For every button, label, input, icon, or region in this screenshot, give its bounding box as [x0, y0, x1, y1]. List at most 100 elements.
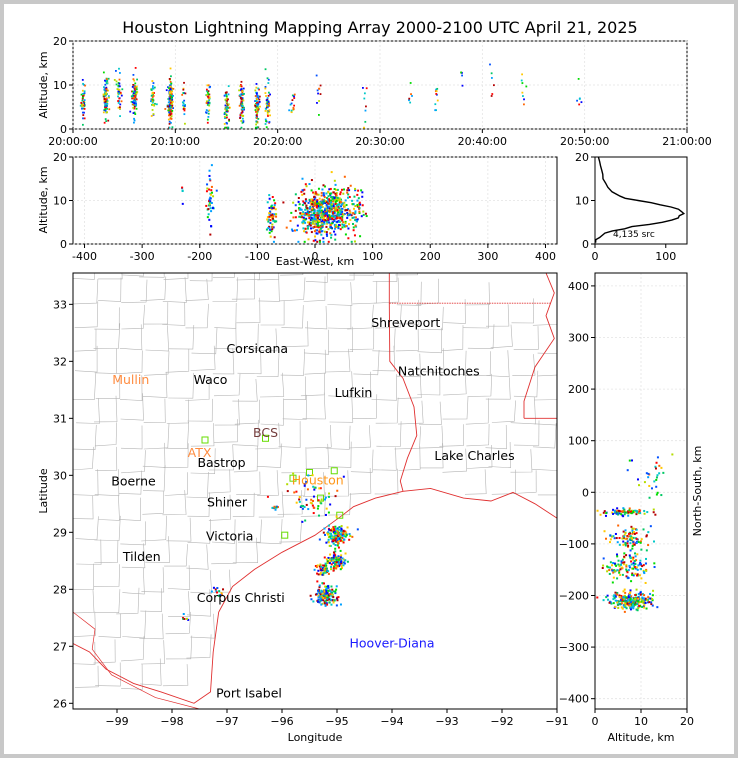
plan-view-source	[332, 601, 335, 604]
plan-view-source	[334, 535, 337, 538]
county-line	[211, 519, 236, 544]
county-line	[300, 372, 325, 397]
altitude-time-source	[133, 119, 136, 122]
northsouth-source	[640, 538, 643, 541]
altitude-time-source	[266, 106, 269, 109]
altitude-time-source	[207, 93, 210, 96]
county-line	[417, 327, 442, 354]
plan-view-source	[333, 529, 336, 532]
altitude-time-source	[183, 109, 186, 112]
eastwest-source	[360, 189, 363, 192]
eastwest-source	[340, 205, 343, 208]
northsouth-source	[671, 453, 674, 456]
eastwest-source	[304, 214, 307, 217]
mississippi-river-border	[523, 273, 555, 419]
eastwest-source	[321, 198, 324, 201]
plan-view-source	[331, 557, 334, 560]
eastwest-source	[291, 229, 294, 232]
county-line	[396, 299, 420, 325]
eastwest-source	[310, 210, 313, 213]
northsouth-source	[619, 598, 622, 601]
county-line	[122, 610, 147, 639]
eastwest-source	[313, 210, 316, 213]
northsouth-source	[629, 549, 632, 552]
altitude-time-source	[168, 99, 171, 102]
altitude-time-source	[134, 113, 137, 115]
altitude-time-source	[205, 109, 208, 111]
eastwest-source	[301, 203, 304, 206]
northsouth-source	[629, 599, 632, 602]
northsouth-source	[624, 531, 627, 534]
county-line	[167, 565, 191, 590]
northsouth-source	[620, 596, 623, 599]
eastwest-source	[318, 239, 321, 242]
eastwest-source	[317, 226, 320, 229]
altitude-time-source	[182, 102, 185, 105]
northsouth-source	[617, 606, 620, 609]
altitude-time-source	[130, 100, 133, 103]
northsouth-source	[621, 510, 624, 513]
eastwest-source	[324, 185, 327, 188]
northsouth-source	[656, 456, 659, 459]
eastwest-source	[352, 207, 355, 210]
county-line	[347, 371, 372, 399]
plan-view-source	[322, 531, 325, 534]
plan-view-source	[342, 564, 345, 567]
county-line	[119, 375, 143, 401]
county-line	[211, 539, 237, 565]
northsouth-source	[618, 565, 621, 568]
altitude-time-source	[169, 89, 172, 92]
northsouth-source	[622, 604, 625, 607]
northsouth-source	[632, 598, 635, 601]
altitude-time-source	[183, 105, 186, 108]
altitude-time-source	[169, 81, 172, 83]
altitude-time-source	[315, 74, 318, 77]
northsouth-source	[613, 594, 616, 597]
altitude-time-source	[206, 118, 209, 121]
eastwest-source	[282, 201, 285, 204]
altitude-time-source	[434, 109, 437, 112]
eastwest-source	[351, 203, 354, 206]
eastwest-source	[362, 213, 365, 216]
city-label-victoria: Victoria	[206, 528, 253, 543]
county-line	[257, 443, 283, 468]
altitude-time-source	[152, 103, 154, 106]
eastwest-source	[315, 229, 318, 232]
altitude-time-source	[521, 73, 523, 76]
city-label-corpus-christi: Corpus Christi	[197, 590, 285, 605]
eastwest-source	[325, 197, 328, 200]
eastwest-source	[205, 204, 208, 207]
altitude-time-source	[168, 120, 171, 123]
plan-view-source	[341, 533, 344, 536]
altitude-time-source	[290, 111, 293, 114]
eastwest-source	[356, 218, 359, 221]
altitude-time-source	[240, 102, 243, 105]
plan-view-source	[325, 541, 328, 544]
county-line	[121, 279, 148, 303]
northsouth-source	[637, 592, 640, 595]
northsouth-source	[613, 509, 616, 512]
northsouth-source	[628, 538, 631, 541]
county-line	[190, 448, 216, 475]
eastwest-source	[329, 226, 332, 229]
northsouth-source	[612, 571, 615, 574]
plan-view-source	[313, 506, 316, 509]
altitude-time-source	[82, 104, 85, 107]
northsouth-source	[607, 566, 610, 569]
ns-tick-label: 400	[568, 280, 589, 293]
eastwest-source	[334, 206, 337, 209]
plan-view-source	[336, 540, 339, 543]
plan-view-source	[325, 594, 328, 597]
county-line	[121, 664, 143, 690]
altitude-time-source	[316, 89, 319, 92]
eastwest-source	[318, 201, 321, 204]
altitude-time-source	[492, 84, 495, 87]
eastwest-source	[356, 193, 359, 196]
eastwest-source	[332, 207, 335, 210]
eastwest-source	[322, 194, 325, 197]
altitude-time-source	[239, 84, 242, 86]
county-line	[76, 398, 100, 424]
plan-view-source	[321, 602, 324, 605]
eastwest-source	[351, 199, 354, 202]
plan-view-source	[325, 587, 328, 590]
